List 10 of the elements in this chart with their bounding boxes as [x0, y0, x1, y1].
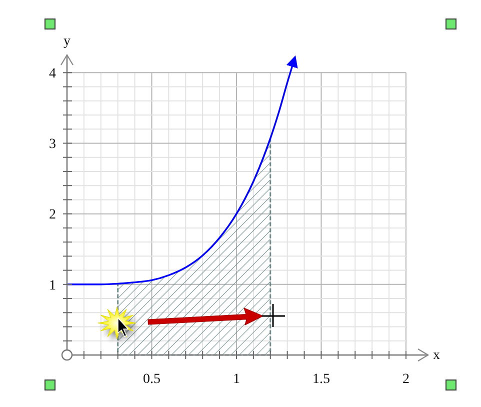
y-tick-label: 2	[49, 208, 56, 223]
y-tick-label: 4	[49, 66, 56, 82]
x-tick-label: 1.5	[312, 372, 330, 387]
x-tick-label: 0.5	[142, 372, 160, 387]
y-tick-label: 3	[49, 137, 56, 152]
y-tick-label: 1	[49, 278, 56, 294]
x-tick-label: 1	[232, 372, 240, 387]
x-tick-label: 2	[402, 372, 410, 387]
y-axis-title: y	[64, 34, 70, 49]
x-axis-title: x	[433, 348, 440, 364]
